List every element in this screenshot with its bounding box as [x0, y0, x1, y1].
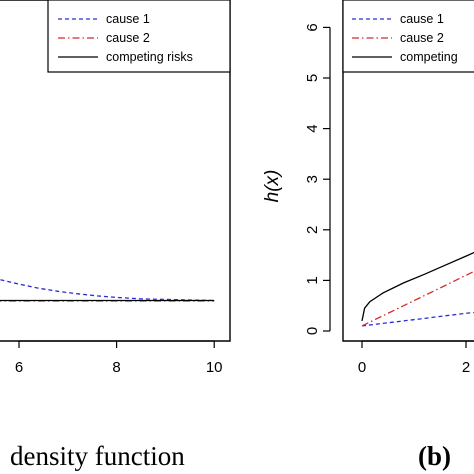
- left-x-tick-label: 8: [112, 359, 120, 376]
- left-legend-box: [47, 0, 231, 73]
- left-series-line-cause-1: [0, 278, 215, 302]
- right-y-axis-label: h(x): [262, 170, 283, 203]
- left-series-group: [0, 278, 215, 302]
- right-y-tick-label: 5: [304, 74, 321, 82]
- right-series-group: [361, 251, 474, 327]
- right-y-tick-label: 1: [304, 276, 321, 284]
- left-legend-label-competing-risks: competing risks: [106, 50, 193, 64]
- right-x-tick-label: 2: [462, 359, 470, 376]
- right-legend-label-competing: competing: [400, 50, 458, 64]
- right-series-line-cause-2: [361, 270, 474, 327]
- right-legend-label-cause-2: cause 2: [400, 31, 444, 45]
- right-y-axis: 0 1 2 3 4 5 6: [304, 23, 331, 335]
- right-y-tick-label: 4: [304, 124, 321, 132]
- left-legend-label-cause-1: cause 1: [106, 12, 150, 26]
- right-caption-tag: (b): [418, 441, 451, 471]
- left-x-tick-label: 10: [206, 359, 223, 376]
- right-series-line-cause-1: [361, 311, 474, 327]
- left-x-tick-label: 6: [15, 359, 23, 376]
- right-y-tick-label: 6: [304, 23, 321, 31]
- right-legend-box: [342, 0, 474, 73]
- right-legend: cause 1 cause 2 competing: [342, 0, 474, 73]
- left-x-axis: 6 8 10: [15, 340, 223, 376]
- right-y-tick-label: 0: [304, 327, 321, 335]
- right-series-line-competing: [361, 251, 474, 322]
- right-y-tick-label: 3: [304, 175, 321, 183]
- right-y-tick-label: 2: [304, 226, 321, 234]
- right-legend-label-cause-1: cause 1: [400, 12, 444, 26]
- right-x-tick-label: 0: [358, 359, 366, 376]
- left-panel: 6 8 10 cause 1 cause 2 competing risks: [0, 0, 231, 376]
- left-legend-label-cause-2: cause 2: [106, 31, 150, 45]
- left-caption: density function: [10, 441, 185, 471]
- left-legend: cause 1 cause 2 competing risks: [47, 0, 231, 73]
